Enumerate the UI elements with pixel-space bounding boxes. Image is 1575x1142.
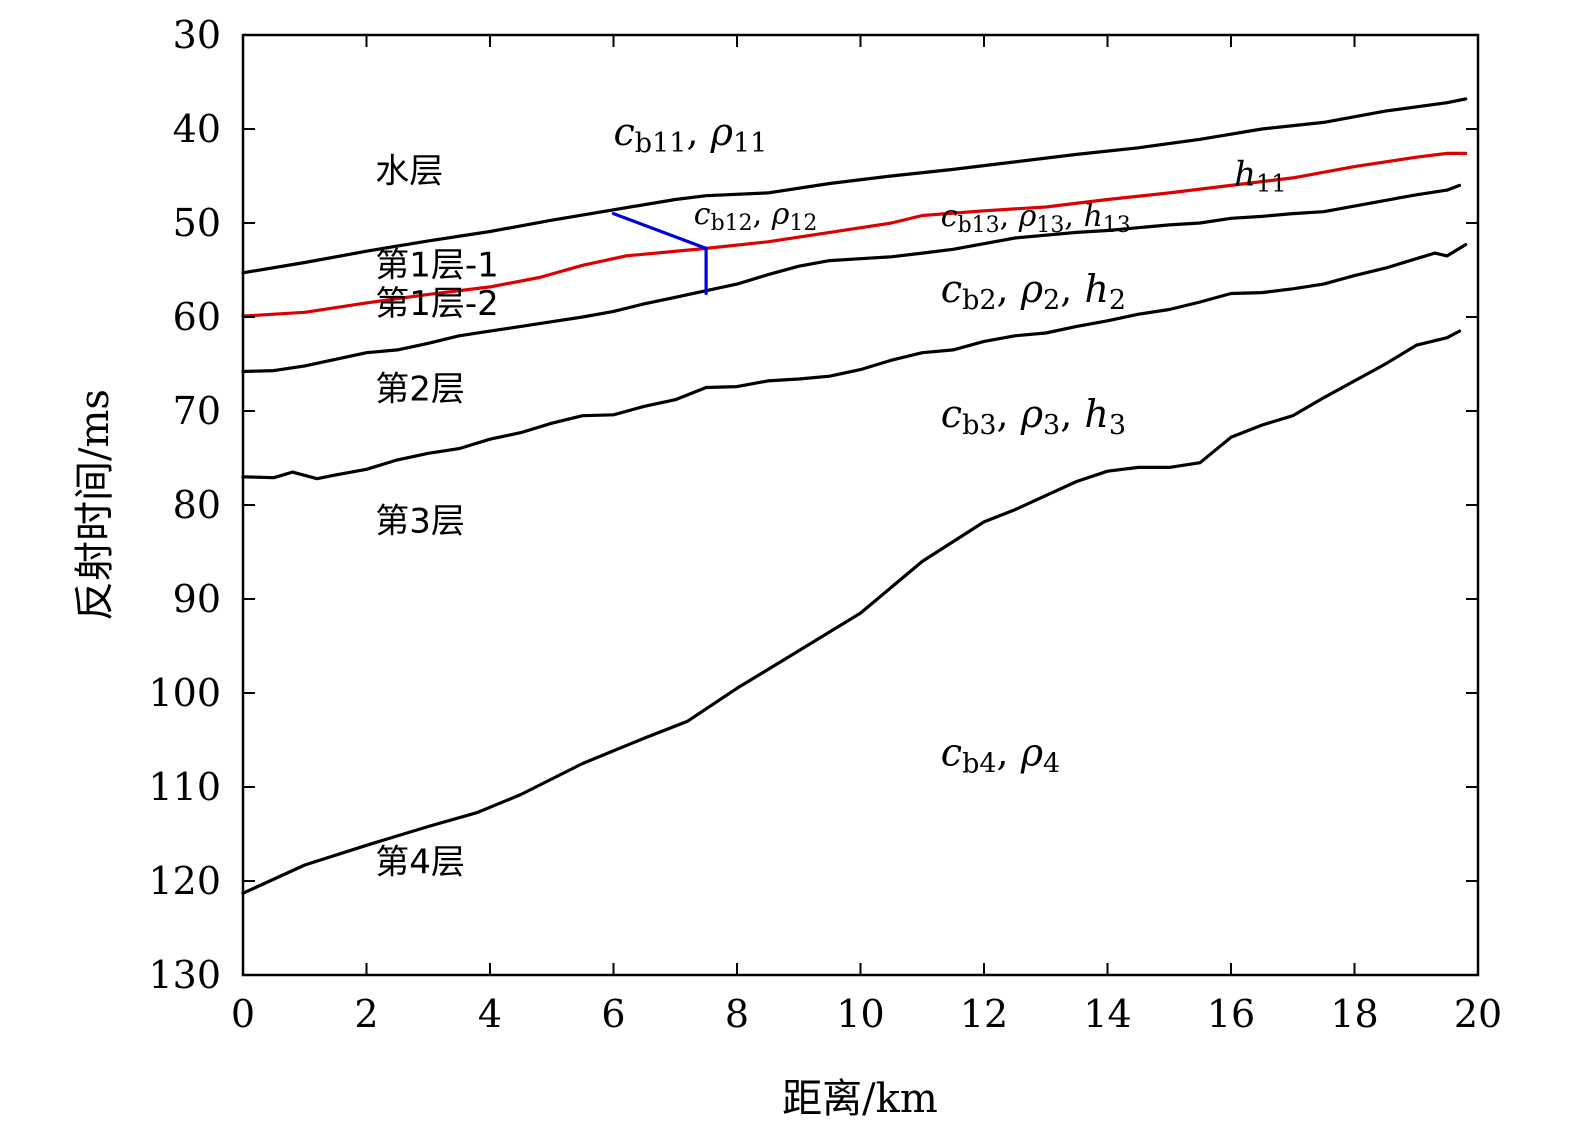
layer-label: 第1层-1: [375, 246, 499, 286]
y-tick-label: 100: [148, 671, 221, 715]
series-line-layer1-internal-boundary: [241, 151, 1468, 318]
parameter-annotation: cb11, ρ11: [614, 110, 768, 159]
parameter-annotation: cb2, ρ2, h2: [941, 267, 1126, 316]
parameter-annotation: h11: [1234, 154, 1286, 197]
y-tick-label: 130: [148, 953, 221, 997]
series-line-layer2-bottom: [241, 243, 1468, 481]
parameter-annotation: cb13, ρ13, h13: [941, 199, 1131, 238]
layer-label: 第2层: [375, 370, 465, 410]
y-tick-label: 80: [173, 483, 221, 527]
parameter-annotation: cb4, ρ4: [941, 730, 1060, 779]
x-tick-label: 8: [725, 992, 749, 1036]
y-tick-label: 90: [173, 577, 221, 621]
series-line-layer1-bottom: [241, 183, 1462, 374]
y-tick-label: 120: [148, 859, 221, 903]
layer-label: 水层: [375, 152, 443, 192]
parameter-annotation: cb3, ρ3, h3: [941, 392, 1126, 441]
series-line-seafloor: [241, 97, 1468, 275]
y-axis-title: 反射时间/ms: [72, 389, 118, 621]
x-tick-label: 20: [1454, 992, 1502, 1036]
series-line-layer3-bottom: [241, 329, 1462, 895]
x-tick-label: 12: [960, 992, 1008, 1036]
layer-label: 第1层-2: [375, 284, 499, 324]
layer-label: 第4层: [375, 842, 465, 882]
y-tick-label: 60: [173, 295, 221, 339]
parameter-annotation: cb12, ρ12: [694, 197, 818, 236]
y-tick-label: 50: [173, 201, 221, 245]
x-tick-label: 0: [231, 992, 255, 1036]
ticks-layer: 0 2 4 6 8 10 12 14 16 18 20 30 40 50 60 70 80 90 100 110 120…: [148, 13, 1502, 1036]
y-tick-label: 30: [173, 13, 221, 57]
series-line-inclined-interface-segment: [611, 212, 708, 250]
plot-frame: [241, 33, 1480, 977]
x-tick-label: 16: [1207, 992, 1255, 1036]
y-tick-label: 110: [148, 765, 221, 809]
series-layer: [241, 97, 1468, 895]
x-tick-label: 6: [601, 992, 625, 1036]
x-tick-label: 4: [478, 992, 502, 1036]
layer-label: 第3层: [375, 501, 465, 541]
y-tick-label: 40: [173, 107, 221, 151]
x-tick-label: 18: [1330, 992, 1378, 1036]
x-tick-label: 10: [836, 992, 884, 1036]
x-tick-label: 2: [354, 992, 378, 1036]
x-tick-label: 14: [1083, 992, 1131, 1036]
y-tick-label: 70: [173, 389, 221, 433]
annotation-layer: cb11, ρ11 cb12, ρ12 cb13, ρ13, h13 h11 cb2, …: [375, 110, 1286, 882]
x-axis-title: 距离/km: [782, 1076, 938, 1122]
